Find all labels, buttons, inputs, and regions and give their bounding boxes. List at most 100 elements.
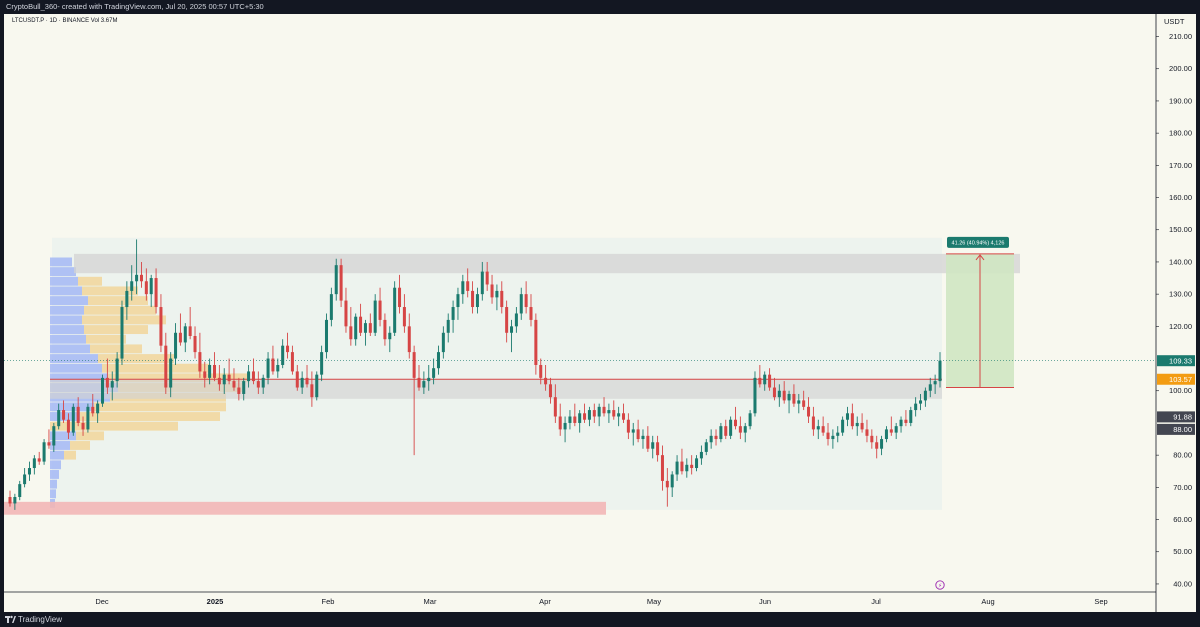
candle-body: [174, 332, 178, 359]
candle-body: [407, 326, 411, 353]
time-tick-label: May: [647, 597, 661, 606]
candle-body: [461, 281, 465, 295]
price-tick-label: 180.00: [1169, 129, 1192, 138]
candle-body: [32, 458, 36, 469]
candle-body: [802, 400, 806, 407]
candle-body: [71, 406, 75, 433]
candle-body: [8, 497, 12, 504]
candle-body: [919, 400, 923, 404]
candle-body: [193, 336, 197, 353]
candle-body: [86, 406, 90, 430]
candle-body: [733, 419, 738, 427]
volume-profile-blue-bar: [50, 325, 84, 335]
measure-label-bg: [947, 236, 1009, 248]
candle-body: [631, 429, 635, 433]
candle-body: [305, 377, 309, 385]
candle-body: [232, 381, 236, 388]
candle-body: [329, 294, 333, 320]
candle-body: [125, 290, 129, 308]
candle-body: [13, 497, 17, 504]
candle-body: [271, 358, 275, 372]
alert-icon: [935, 580, 945, 590]
candle-body: [568, 416, 572, 423]
candle-body: [18, 484, 22, 498]
candle-body: [149, 278, 153, 295]
candle-body: [110, 381, 114, 388]
candle-body: [154, 278, 158, 308]
candle-body: [427, 377, 431, 382]
candle-body: [495, 290, 499, 298]
time-tick-label: Jun: [759, 597, 771, 606]
candle-body: [592, 410, 596, 417]
candle-body: [573, 416, 577, 423]
candle-body: [96, 403, 100, 414]
candle-body: [855, 422, 859, 427]
volume-profile-orange-bar: [98, 354, 174, 363]
candle-body: [743, 426, 747, 433]
candle-body: [485, 271, 489, 285]
candle-body: [787, 393, 791, 401]
candle-body: [539, 364, 543, 378]
time-tick-label: Aug: [981, 597, 994, 606]
volume-profile-orange-bar: [78, 276, 102, 286]
volume-profile-blue-bar: [50, 276, 78, 286]
candle-body: [203, 371, 207, 378]
brand-label: TradingView: [18, 615, 63, 624]
candle-body: [144, 281, 148, 295]
candle-body: [933, 381, 937, 385]
candle-body: [208, 364, 212, 378]
candle-body: [597, 406, 601, 417]
candle-body: [558, 416, 562, 430]
candle-body: [826, 432, 830, 440]
candle-body: [563, 422, 567, 430]
candle-body: [286, 345, 290, 353]
candle-body: [816, 426, 820, 430]
price-tag-bg: [1157, 373, 1195, 385]
price-tick-label: 200.00: [1169, 64, 1192, 73]
candle-body: [368, 323, 372, 333]
candle-body: [690, 464, 694, 469]
price-tick-label: 160.00: [1169, 193, 1192, 202]
candle-body: [553, 397, 557, 417]
candle-body: [811, 416, 815, 430]
volume-profile-orange-bar: [82, 315, 166, 325]
candle-body: [115, 358, 119, 382]
lightning-bolt-icon: ⚡: [938, 583, 942, 590]
candle-body: [704, 442, 708, 452]
candle-body: [870, 435, 874, 443]
support-zone: [50, 379, 942, 399]
candle-body: [334, 265, 338, 295]
candle-body: [290, 352, 294, 372]
chart-frame[interactable]: LTCUSDT.P · 1D · BINANCE Vol 3.67M 41.26…: [4, 14, 1196, 612]
candle-body: [875, 442, 879, 449]
currency-label: USDT: [1164, 17, 1185, 26]
candle-body: [636, 429, 640, 440]
candle-body: [845, 413, 849, 420]
candle-body: [466, 281, 470, 291]
candle-body: [101, 377, 105, 404]
volume-profile-orange-bar: [80, 412, 220, 421]
candle-body: [821, 426, 825, 433]
candle-body: [480, 271, 484, 295]
price-tick-label: 170.00: [1169, 161, 1192, 170]
candle-body: [295, 371, 299, 388]
candle-body: [865, 429, 869, 436]
watermark-header: CryptoBull_360- created with TradingView…: [0, 0, 1200, 14]
time-tick-label: Feb: [322, 597, 335, 606]
candle-body: [797, 400, 801, 404]
price-chart[interactable]: 41.26 (40.94%) 4,126 ⚡ USDT 40.00 50.00 60.00…: [4, 14, 1196, 612]
candle-body: [402, 307, 406, 327]
candle-body: [544, 377, 548, 385]
price-tick-label: 130.00: [1169, 290, 1192, 299]
price-tick-label: 50.00: [1173, 547, 1192, 556]
candle-body: [417, 377, 421, 388]
candle-body: [699, 451, 703, 459]
candle-body: [524, 294, 528, 308]
volume-profile-blue-bar: [50, 257, 72, 267]
candle-body: [660, 455, 664, 481]
candle-body: [378, 300, 382, 320]
candle-body: [169, 358, 173, 388]
price-tag-bg: [1157, 411, 1195, 423]
candle-body: [120, 307, 124, 359]
price-tag-label: 88.00: [1173, 425, 1192, 434]
